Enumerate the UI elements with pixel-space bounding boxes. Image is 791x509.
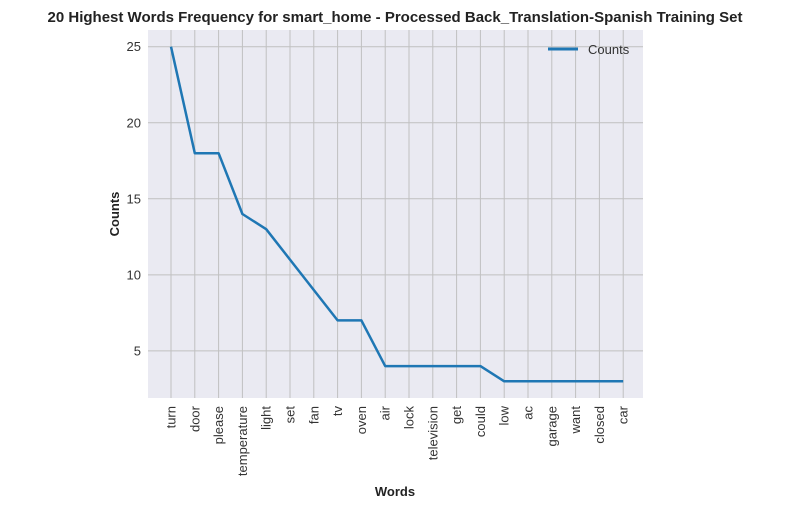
x-tick-label-oven: oven	[354, 406, 369, 434]
x-tick-label-ac: ac	[521, 406, 536, 420]
legend-label-counts: Counts	[588, 42, 630, 57]
plot-area	[148, 30, 643, 398]
x-tick-label-door: door	[187, 405, 202, 432]
y-tick-label-5: 5	[134, 343, 141, 358]
y-tick-labels: 5 10 15 20 25	[127, 39, 141, 358]
vertical-grid	[170, 30, 624, 398]
x-tick-label-garage: garage	[544, 406, 559, 446]
legend: Counts	[548, 42, 630, 57]
y-tick-label-20: 20	[127, 115, 141, 130]
x-tick-label-closed: closed	[592, 406, 607, 444]
x-tick-label-turn: turn	[164, 406, 179, 428]
y-axis-label: Counts	[107, 192, 122, 237]
series-line-counts	[169, 46, 624, 383]
x-tick-label-set: set	[283, 406, 298, 424]
x-tick-label-get: get	[449, 406, 464, 424]
x-tick-label-light: light	[259, 406, 274, 430]
x-tick-label-lock: lock	[402, 406, 417, 430]
y-tick-label-10: 10	[127, 267, 141, 282]
x-tick-label-air: air	[378, 405, 393, 420]
x-tick-labels: turn door please temperature light set fan tv ov…	[164, 405, 631, 476]
y-tick-label-15: 15	[127, 191, 141, 206]
series-group	[169, 46, 624, 383]
horizontal-grid	[148, 46, 643, 352]
x-tick-label-want: want	[568, 406, 583, 435]
x-tick-label-temperature: temperature	[235, 406, 250, 476]
x-tick-label-car: car	[616, 405, 631, 424]
x-tick-label-fan: fan	[306, 406, 321, 424]
x-tick-label-please: please	[211, 406, 226, 444]
x-tick-label-could: could	[473, 406, 488, 437]
x-tick-label-low: low	[497, 405, 512, 425]
chart-title: 20 Highest Words Frequency for smart_hom…	[48, 9, 743, 26]
x-axis-label: Words	[375, 484, 415, 499]
x-tick-label-television: television	[425, 406, 440, 460]
x-tick-label-tv: tv	[330, 406, 345, 417]
y-tick-label-25: 25	[127, 39, 141, 54]
